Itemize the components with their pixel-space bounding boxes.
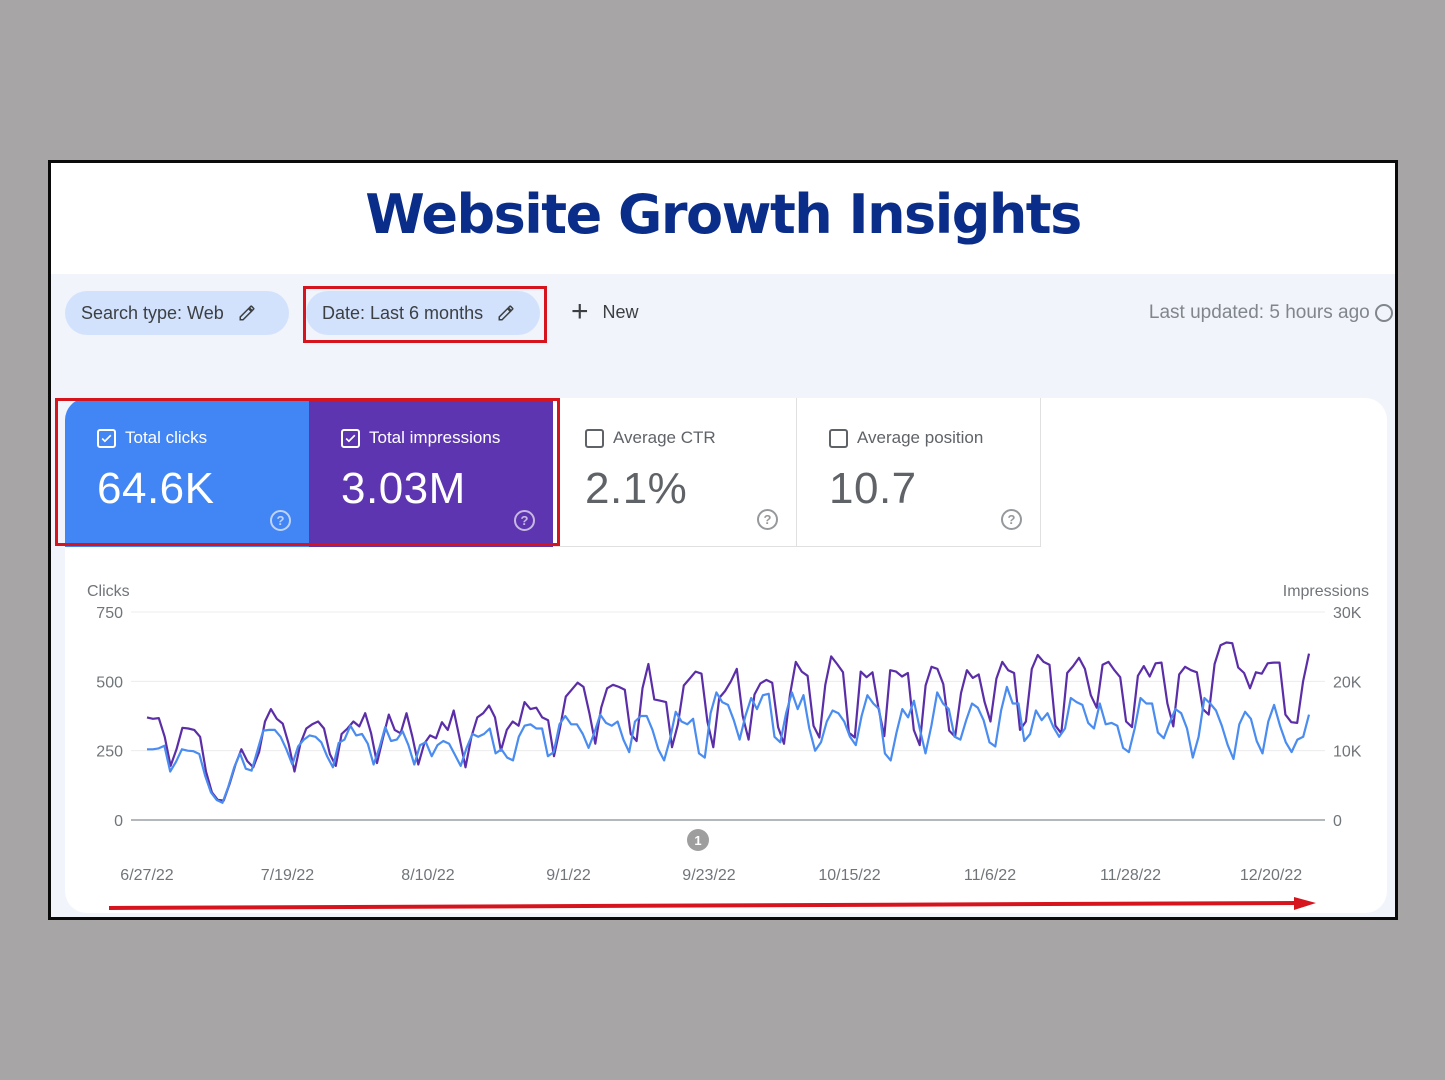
svg-text:11/6/22: 11/6/22 xyxy=(964,867,1016,884)
date-filter-label: Date: Last 6 months xyxy=(322,302,484,323)
svg-text:30K: 30K xyxy=(1333,605,1362,622)
metric-total-impressions[interactable]: Total impressions 3.03M ? xyxy=(309,398,553,547)
svg-text:750: 750 xyxy=(96,605,123,622)
metric-label: Total impressions xyxy=(369,428,501,447)
metric-value: 2.1% xyxy=(585,464,688,513)
help-icon[interactable]: ? xyxy=(757,509,778,530)
y2-axis-ticks: 0 10K 20K 30K xyxy=(1333,605,1362,830)
new-filter-button[interactable]: + New xyxy=(571,295,639,328)
svg-text:10/15/22: 10/15/22 xyxy=(818,867,880,884)
metric-label: Average CTR xyxy=(613,428,716,447)
metric-average-ctr[interactable]: Average CTR 2.1% ? xyxy=(553,398,797,547)
search-type-filter-chip[interactable]: Search type: Web xyxy=(65,291,289,335)
svg-text:11/28/22: 11/28/22 xyxy=(1100,867,1161,884)
svg-text:9/23/22: 9/23/22 xyxy=(682,867,735,884)
svg-text:10K: 10K xyxy=(1333,744,1362,761)
metrics-highlight-box xyxy=(55,398,560,546)
new-filter-label: New xyxy=(602,301,639,322)
svg-text:12/20/22: 12/20/22 xyxy=(1240,867,1302,884)
date-filter-chip[interactable]: Date: Last 6 months xyxy=(306,291,540,335)
y-axis-ticks: 0 250 500 750 xyxy=(96,605,123,830)
y-axis-title: Clicks xyxy=(87,583,130,600)
svg-text:9/1/22: 9/1/22 xyxy=(546,867,591,884)
metric-label: Average position xyxy=(857,428,984,447)
checkbox-unchecked-icon[interactable] xyxy=(829,428,848,448)
annotation-marker[interactable]: 1 xyxy=(687,829,709,851)
svg-text:1: 1 xyxy=(694,833,701,848)
clicks-line xyxy=(147,685,1311,804)
page-title: Website Growth Insights xyxy=(365,183,1082,246)
metric-label: Total clicks xyxy=(125,428,208,447)
help-icon[interactable]: ? xyxy=(1001,509,1022,530)
svg-text:6/27/22: 6/27/22 xyxy=(120,867,173,884)
svg-text:7/19/22: 7/19/22 xyxy=(261,867,314,884)
pencil-icon xyxy=(239,305,255,321)
help-icon[interactable]: ? xyxy=(514,510,535,531)
metric-total-clicks[interactable]: Total clicks 64.6K ? xyxy=(65,398,309,547)
metric-value: 64.6K xyxy=(97,464,215,513)
checkbox-unchecked-icon[interactable] xyxy=(585,428,604,448)
checkbox-checked-icon[interactable] xyxy=(341,428,360,448)
info-icon xyxy=(1375,303,1393,322)
svg-text:0: 0 xyxy=(1333,813,1342,830)
metric-value: 3.03M xyxy=(341,464,466,513)
svg-text:0: 0 xyxy=(114,813,123,830)
svg-text:500: 500 xyxy=(96,674,123,691)
svg-text:8/10/22: 8/10/22 xyxy=(401,867,454,884)
metric-value: 10.7 xyxy=(829,464,917,513)
performance-card: Total clicks 64.6K ? Total impressions 3… xyxy=(55,398,1387,913)
metric-average-position[interactable]: Average position 10.7 ? xyxy=(797,398,1041,547)
svg-text:250: 250 xyxy=(96,744,123,761)
svg-text:20K: 20K xyxy=(1333,674,1362,691)
plus-icon: + xyxy=(571,295,589,328)
pencil-icon xyxy=(498,305,514,321)
grid-lines xyxy=(131,611,1325,821)
last-updated-text: Last updated: 5 hours ago xyxy=(1149,302,1393,324)
search-console-panel: Search type: Web Date: Last 6 months + N… xyxy=(51,274,1395,917)
search-type-label: Search type: Web xyxy=(81,302,224,323)
x-axis-ticks: 6/27/22 7/19/22 8/10/22 9/1/22 9/23/22 10/15/… xyxy=(120,867,1302,884)
y2-axis-title: Impressions xyxy=(1283,583,1369,600)
date-highlight-box xyxy=(303,286,547,343)
impressions-line xyxy=(146,641,1311,802)
trend-arrow xyxy=(108,897,1316,910)
help-icon[interactable]: ? xyxy=(270,510,291,531)
checkbox-checked-icon[interactable] xyxy=(97,428,116,448)
slide-frame: Website Growth Insights Search type: Web… xyxy=(48,160,1398,920)
performance-chart: Clicks Impressions 0 250 500 750 0 10K 20K 30K… xyxy=(87,583,1369,910)
